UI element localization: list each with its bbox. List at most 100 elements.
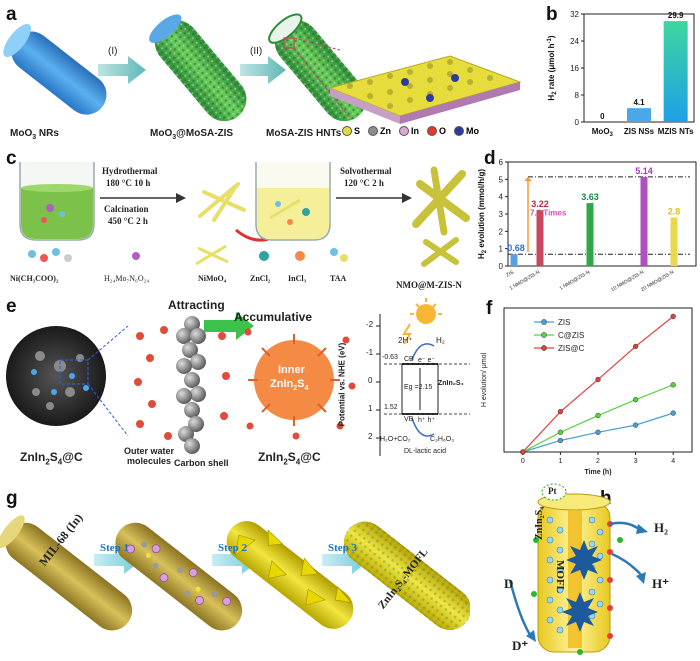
x-tick-label: 3 (634, 458, 638, 465)
carbon-shell-label: Carbon shell (174, 458, 229, 468)
legend-dot-icon (368, 126, 379, 136)
bar-value-label: 3.22 (531, 199, 549, 209)
panel-c-letter: c (6, 148, 17, 169)
hydrothermal-label: Hydrothermal (102, 166, 158, 176)
data-point (670, 313, 676, 320)
legend-label: O (439, 126, 447, 136)
bar-value-label: 0.68 (507, 243, 525, 253)
step-ii-arrow (240, 56, 286, 84)
proton-in: 2H⁺ (398, 336, 413, 345)
cb-label: CB (404, 356, 414, 363)
band-gap: Eg =2.15 (404, 384, 433, 391)
y-tick-label: 0 (499, 262, 504, 271)
hydrothermal-conditions: 180 °C 10 h (106, 178, 151, 188)
step-i-label: (I) (108, 46, 118, 57)
calcination-label: Calcination (104, 204, 149, 214)
legend-item-mo: Mo (454, 126, 479, 136)
data-point (595, 376, 601, 383)
band-ytick-3: 1 (368, 404, 373, 413)
ion-loaded-rod (115, 522, 243, 631)
x-tick-label: 0 (521, 458, 525, 465)
panel-d-letter: d (484, 148, 496, 169)
pt-label: Pt (548, 486, 557, 496)
crystal-lattice (328, 55, 522, 124)
moo3-nanorod (3, 23, 107, 115)
legend-incl3: InCl₃ (288, 274, 306, 283)
bar-value-label: 0 (600, 112, 605, 121)
x-category-label: 20 NMO@ZIS-N (640, 269, 675, 293)
bar (627, 108, 651, 122)
step-i-arrow (98, 56, 146, 84)
accumulative-label: Accumulative (234, 310, 313, 324)
x-category-label: ZIS NSs (624, 127, 655, 136)
legend-dot-icon (399, 126, 410, 136)
step-1-label: Step 1 (100, 542, 130, 554)
water-molecules-right (244, 328, 356, 440)
oxidation-product: H₂O+CO₂ (380, 436, 411, 443)
product-label: NMO@M-ZIS-N (396, 280, 462, 290)
sem-image (6, 326, 106, 426)
x-category-label: MoO3 (592, 127, 614, 138)
lactic-acid-formula: C₃H₆O₃ (430, 436, 455, 443)
step-ii-label: (II) (250, 46, 263, 57)
legend-dot-icon (342, 126, 352, 136)
mil-68-rod (0, 515, 133, 631)
legend-label: Mo (466, 126, 480, 136)
data-point (557, 429, 564, 435)
panel-e-illustration (6, 298, 470, 456)
legend-marker (541, 319, 547, 325)
vb-value: 1.52 (384, 404, 398, 411)
bar-value-label: 29.9 (668, 11, 684, 20)
calcination-conditions: 450 °C 2 h (108, 216, 148, 226)
band-ytick-1: -1 (366, 348, 374, 357)
electrons: e⁻ e⁻ (418, 357, 436, 364)
series-line (522, 384, 674, 453)
bar (640, 176, 648, 266)
legend-ni-acetate: Ni(CH₃COO)₂ (10, 274, 59, 283)
legend-item-s: S (342, 126, 360, 136)
legend-marker (541, 345, 547, 351)
bar (510, 254, 518, 266)
band-material: ZnIn₂S₄ (438, 380, 464, 387)
hplus-label: H⁺ (652, 576, 669, 591)
y-tick-label: 6 (499, 158, 504, 167)
y-tick-label: 5 (499, 175, 504, 184)
attracting-label: Attracting (168, 298, 225, 312)
legend-item-in: In (399, 126, 419, 136)
inner-label: Inner (278, 364, 305, 376)
legend-dot-icon (427, 126, 438, 136)
bar-value-label: 2.8 (668, 206, 681, 216)
surface-particles (546, 516, 604, 634)
fold-annotation: 7.6 Times (530, 209, 567, 218)
legend-ammonium-molybdate: H₂₄Mo₇N₆O₂₄ (104, 274, 150, 283)
legend-label: ZIS (558, 318, 570, 327)
x-tick-label: 1 (558, 458, 562, 465)
y-tick-label: 24 (570, 37, 579, 46)
panel-a-letter: a (6, 4, 17, 25)
data-point (520, 449, 526, 455)
holes: h⁺ h⁺ (418, 417, 436, 424)
panel-a-illustration (3, 13, 522, 124)
sem-znin2s4-c-label: ZnIn2S4@C (20, 450, 83, 467)
x-tick-label: 4 (671, 458, 675, 465)
pt-cocatalyst (541, 483, 567, 501)
znin2s4-label-h: ZnIn₂S₄ (534, 506, 545, 540)
solvothermal-conditions: 120 °C 2 h (344, 178, 384, 188)
y-tick-label: 3 (499, 210, 504, 219)
bar (536, 210, 544, 266)
legend-marker (541, 332, 547, 338)
legend-label: C@ZIS (558, 331, 584, 340)
legend-nimoo4: NiMoO₄ (198, 274, 227, 283)
band-diagram (376, 298, 470, 456)
x-category-label: 1 NMO@ZIS-N (559, 269, 592, 291)
y-tick-label: 4 (499, 193, 504, 202)
y-tick-label: 8 (575, 91, 580, 100)
outer-water-label: Outer water molecules (124, 446, 175, 466)
panel-c-illustration (19, 162, 470, 267)
panel-g-letter: g (6, 488, 18, 509)
mosa-zis-hnts-label: MoSA-ZIS HNTs (266, 128, 342, 139)
moo3-mosa-zis-rod (149, 14, 247, 122)
carbon-shell (176, 316, 206, 454)
panel-f-letter: f (486, 298, 493, 319)
legend-taa: TAA (330, 274, 347, 283)
